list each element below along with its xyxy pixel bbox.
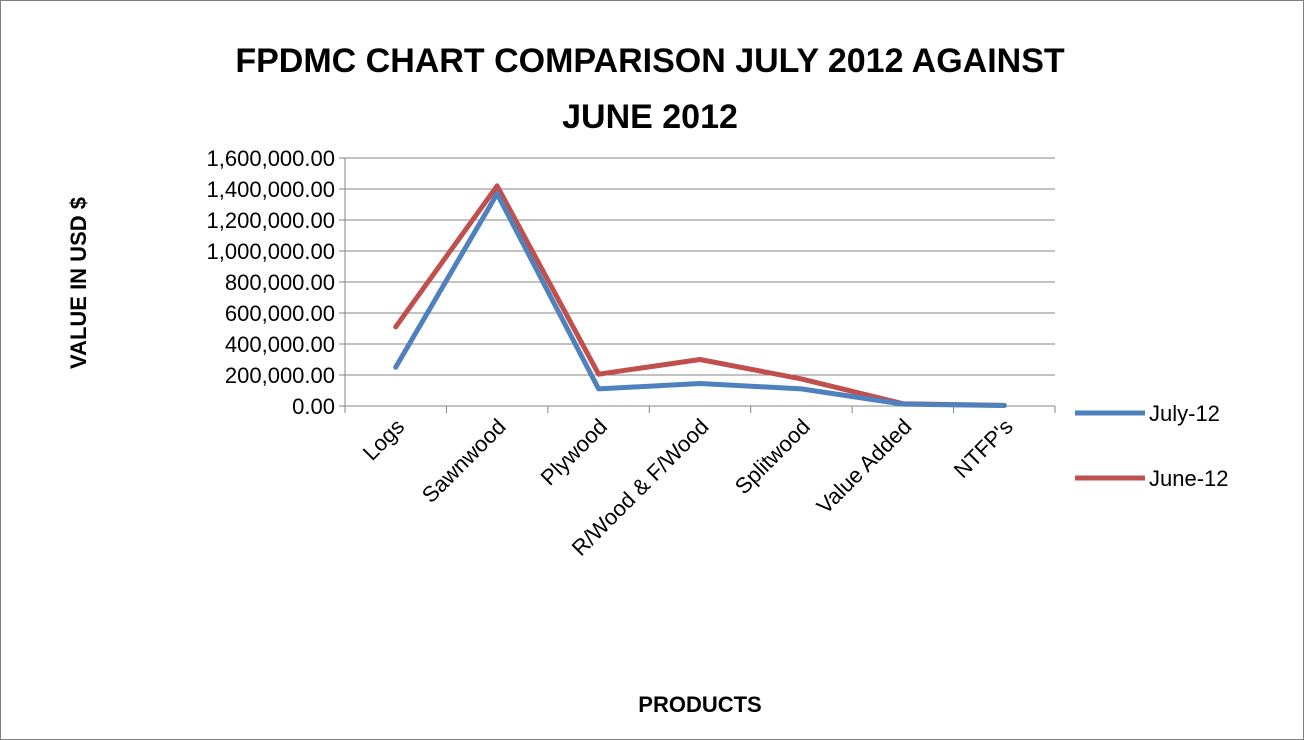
x-tick-label: Value Added [812,414,917,519]
x-tick-label: Plywood [536,414,612,490]
y-axis-title: VALUE IN USD $ [66,197,91,369]
series-lines [393,183,1007,408]
y-tick-label: 800,000.00 [225,270,335,295]
x-tick-label: Logs [358,414,409,465]
y-tick-label: 1,000,000.00 [207,239,335,264]
y-tick-label: 600,000.00 [225,301,335,326]
series-line-july-12 [393,191,1007,408]
x-tick-label: Sawnwood [417,414,511,508]
legend-label: June-12 [1149,466,1229,491]
y-tick-labels: 0.00 200,000.00 400,000.00 600,000.00 800,00… [207,146,335,419]
y-tick-label: 1,400,000.00 [207,177,335,202]
x-axis-title: PRODUCTS [638,692,761,717]
y-tick-label: 200,000.00 [225,363,335,388]
y-tick-label: 1,600,000.00 [207,146,335,171]
chart-title-line-2: JUNE 2012 [562,98,738,136]
y-tick-label: 400,000.00 [225,332,335,357]
legend: July-12 June-12 [1075,401,1229,491]
y-tick-label: 1,200,000.00 [207,208,335,233]
legend-label: July-12 [1149,401,1220,426]
chart-title-line-1: FPDMC CHART COMPARISON JULY 2012 AGAINST [235,42,1065,80]
x-tick-label: Splitwood [730,414,815,499]
y-tick-label: 0.00 [292,394,335,419]
x-tick-label: NTFP's [949,414,1018,483]
series-line-june-12 [393,183,1007,408]
